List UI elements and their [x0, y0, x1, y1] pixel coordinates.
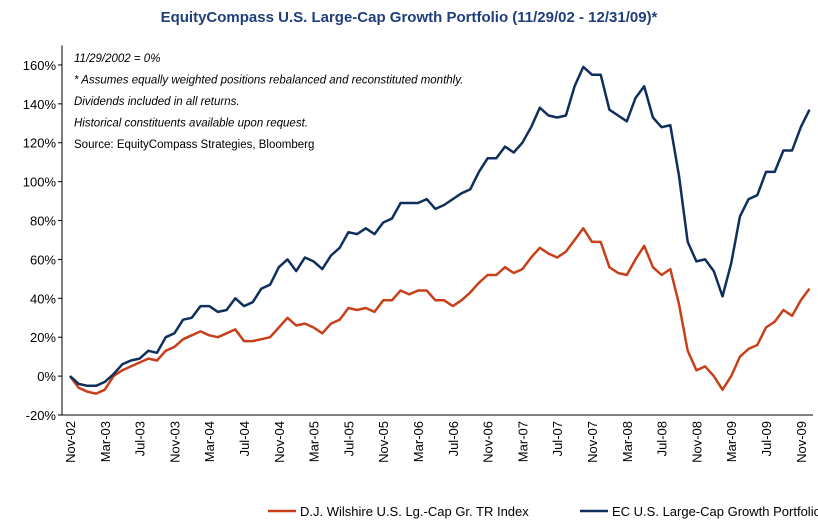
x-tick-label: Nov-08 — [689, 421, 704, 463]
series-line — [69, 65, 811, 388]
y-tick-label: 20% — [30, 330, 56, 345]
annotation: * Assumes equally weighted positions reb… — [74, 75, 463, 87]
legend-label: EC U.S. Large-Cap Growth Portfolio — [612, 504, 818, 519]
x-tick-label: Mar-09 — [724, 421, 739, 462]
y-tick-label: 100% — [23, 175, 57, 190]
y-tick-label: 0% — [37, 369, 56, 384]
x-tick-label: Mar-07 — [515, 421, 530, 462]
y-tick-label: 120% — [23, 136, 57, 151]
x-tick-label: Mar-04 — [202, 421, 217, 462]
x-tick-label: Jul-06 — [446, 421, 461, 456]
x-tick-label: Jul-09 — [759, 421, 774, 456]
x-tick-label: Nov-07 — [585, 421, 600, 463]
series-line — [68, 227, 811, 395]
x-tick-label: Jul-08 — [655, 421, 670, 456]
y-tick-label: 40% — [30, 291, 56, 306]
x-tick-label: Mar-05 — [307, 421, 322, 462]
chart-title: EquityCompass U.S. Large-Cap Growth Port… — [161, 9, 658, 26]
x-tick-label: Nov-09 — [794, 421, 809, 463]
x-tick-label: Nov-03 — [167, 421, 182, 463]
x-tick-label: Nov-05 — [376, 421, 391, 463]
legend-label: D.J. Wilshire U.S. Lg.-Cap Gr. TR Index — [300, 504, 529, 519]
y-tick-label: 140% — [23, 97, 57, 112]
x-tick-label: Jul-07 — [550, 421, 565, 456]
y-tick-label: 160% — [23, 58, 57, 73]
x-tick-label: Jul-05 — [341, 421, 356, 456]
x-tick-label: Mar-03 — [98, 421, 113, 462]
x-tick-label: Jul-04 — [237, 421, 252, 456]
annotation: Historical constituents available upon r… — [74, 118, 308, 130]
y-tick-label: -20% — [26, 408, 57, 423]
annotation: Source: EquityCompass Strategies, Bloomb… — [74, 139, 314, 151]
x-tick-label: Nov-02 — [63, 421, 78, 463]
x-tick-label: Nov-04 — [272, 421, 287, 463]
x-tick-label: Mar-06 — [411, 421, 426, 462]
annotation: 11/29/2002 = 0% — [74, 53, 160, 65]
x-tick-label: Jul-03 — [133, 421, 148, 456]
y-tick-label: 60% — [30, 252, 56, 267]
annotation: Dividends included in all returns. — [74, 96, 240, 108]
x-tick-label: Nov-06 — [481, 421, 496, 463]
x-tick-label: Mar-08 — [620, 421, 635, 462]
y-tick-label: 80% — [30, 214, 56, 229]
